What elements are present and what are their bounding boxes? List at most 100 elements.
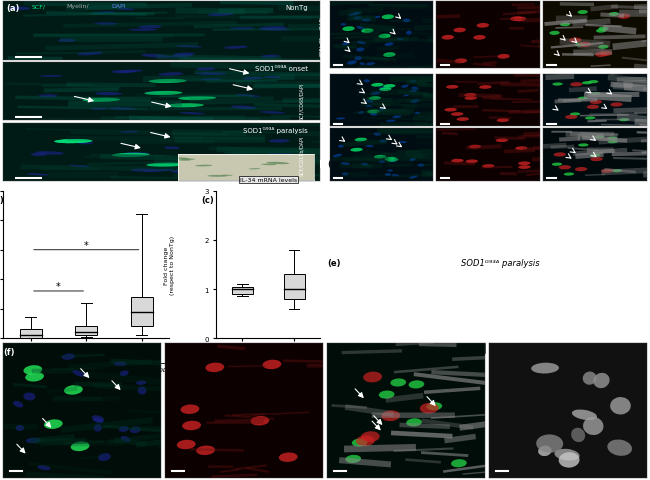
- Ellipse shape: [205, 363, 224, 372]
- Ellipse shape: [352, 439, 367, 447]
- Ellipse shape: [596, 30, 606, 34]
- Ellipse shape: [370, 113, 377, 116]
- Text: SOD1ᴳ⁹³ᴬ onset: SOD1ᴳ⁹³ᴬ onset: [255, 66, 307, 72]
- Ellipse shape: [364, 80, 370, 83]
- Ellipse shape: [354, 57, 362, 61]
- Ellipse shape: [95, 93, 122, 96]
- Ellipse shape: [399, 142, 407, 144]
- Ellipse shape: [582, 372, 597, 385]
- Ellipse shape: [607, 440, 632, 456]
- Ellipse shape: [384, 157, 396, 161]
- Ellipse shape: [26, 174, 49, 176]
- Text: (b): (b): [0, 196, 4, 205]
- Ellipse shape: [196, 68, 215, 72]
- Ellipse shape: [426, 402, 442, 410]
- Ellipse shape: [361, 432, 380, 442]
- Ellipse shape: [119, 426, 129, 432]
- Ellipse shape: [111, 71, 136, 74]
- Ellipse shape: [144, 169, 174, 173]
- Ellipse shape: [565, 116, 578, 120]
- Ellipse shape: [610, 103, 623, 108]
- Ellipse shape: [554, 449, 580, 461]
- Text: ALS #1 (Sciatic): ALS #1 (Sciatic): [209, 344, 276, 353]
- FancyBboxPatch shape: [75, 327, 98, 336]
- Ellipse shape: [130, 427, 140, 433]
- Ellipse shape: [403, 20, 410, 23]
- Ellipse shape: [168, 56, 192, 58]
- Ellipse shape: [118, 71, 143, 73]
- Ellipse shape: [124, 153, 149, 156]
- Ellipse shape: [411, 87, 418, 91]
- Ellipse shape: [618, 14, 630, 20]
- Ellipse shape: [479, 86, 491, 90]
- Ellipse shape: [585, 117, 595, 120]
- Ellipse shape: [600, 51, 612, 57]
- Ellipse shape: [114, 361, 127, 366]
- Ellipse shape: [144, 92, 182, 96]
- Ellipse shape: [264, 77, 281, 79]
- Ellipse shape: [552, 83, 563, 86]
- Ellipse shape: [77, 53, 103, 56]
- Ellipse shape: [386, 158, 398, 162]
- Ellipse shape: [71, 442, 90, 451]
- Text: (e): (e): [327, 259, 341, 267]
- Ellipse shape: [379, 391, 395, 399]
- Ellipse shape: [95, 24, 118, 26]
- Ellipse shape: [13, 401, 23, 408]
- Ellipse shape: [201, 79, 222, 81]
- Text: SCF/CD68/DAPI: SCF/CD68/DAPI: [299, 82, 304, 120]
- Ellipse shape: [208, 13, 235, 17]
- Ellipse shape: [366, 146, 374, 148]
- Ellipse shape: [410, 91, 417, 93]
- Ellipse shape: [410, 158, 415, 161]
- Ellipse shape: [361, 19, 371, 23]
- Ellipse shape: [473, 36, 486, 41]
- Ellipse shape: [380, 140, 387, 143]
- Ellipse shape: [178, 97, 216, 101]
- Ellipse shape: [333, 155, 342, 158]
- Ellipse shape: [403, 95, 409, 97]
- Ellipse shape: [58, 40, 75, 43]
- Text: IL-34 mRNA levels: IL-34 mRNA levels: [240, 178, 297, 182]
- Text: *: *: [84, 240, 88, 251]
- Ellipse shape: [260, 29, 291, 32]
- Ellipse shape: [98, 453, 111, 461]
- Ellipse shape: [406, 419, 422, 427]
- Ellipse shape: [170, 170, 190, 174]
- Ellipse shape: [536, 434, 563, 453]
- Ellipse shape: [237, 175, 254, 178]
- Ellipse shape: [120, 132, 140, 133]
- Ellipse shape: [350, 148, 363, 152]
- Ellipse shape: [379, 109, 385, 112]
- Ellipse shape: [342, 173, 348, 176]
- Ellipse shape: [120, 371, 129, 376]
- Ellipse shape: [454, 28, 466, 33]
- Ellipse shape: [361, 29, 374, 34]
- Ellipse shape: [451, 159, 463, 163]
- Ellipse shape: [575, 168, 588, 172]
- Ellipse shape: [182, 421, 201, 431]
- Ellipse shape: [384, 53, 396, 58]
- Ellipse shape: [138, 387, 146, 395]
- Ellipse shape: [349, 13, 359, 17]
- Ellipse shape: [250, 416, 269, 426]
- Ellipse shape: [598, 46, 608, 50]
- Ellipse shape: [341, 24, 346, 26]
- Ellipse shape: [445, 108, 457, 112]
- Ellipse shape: [610, 397, 630, 415]
- Ellipse shape: [23, 393, 36, 401]
- FancyBboxPatch shape: [20, 330, 42, 338]
- Ellipse shape: [138, 26, 162, 30]
- Ellipse shape: [141, 55, 170, 59]
- Ellipse shape: [40, 76, 63, 78]
- Ellipse shape: [587, 106, 599, 109]
- Ellipse shape: [176, 169, 196, 172]
- Ellipse shape: [374, 17, 380, 19]
- Ellipse shape: [356, 48, 365, 52]
- Ellipse shape: [72, 370, 85, 377]
- Ellipse shape: [619, 119, 629, 122]
- Ellipse shape: [355, 138, 367, 142]
- Ellipse shape: [77, 143, 94, 145]
- Ellipse shape: [396, 39, 404, 41]
- Ellipse shape: [497, 119, 509, 123]
